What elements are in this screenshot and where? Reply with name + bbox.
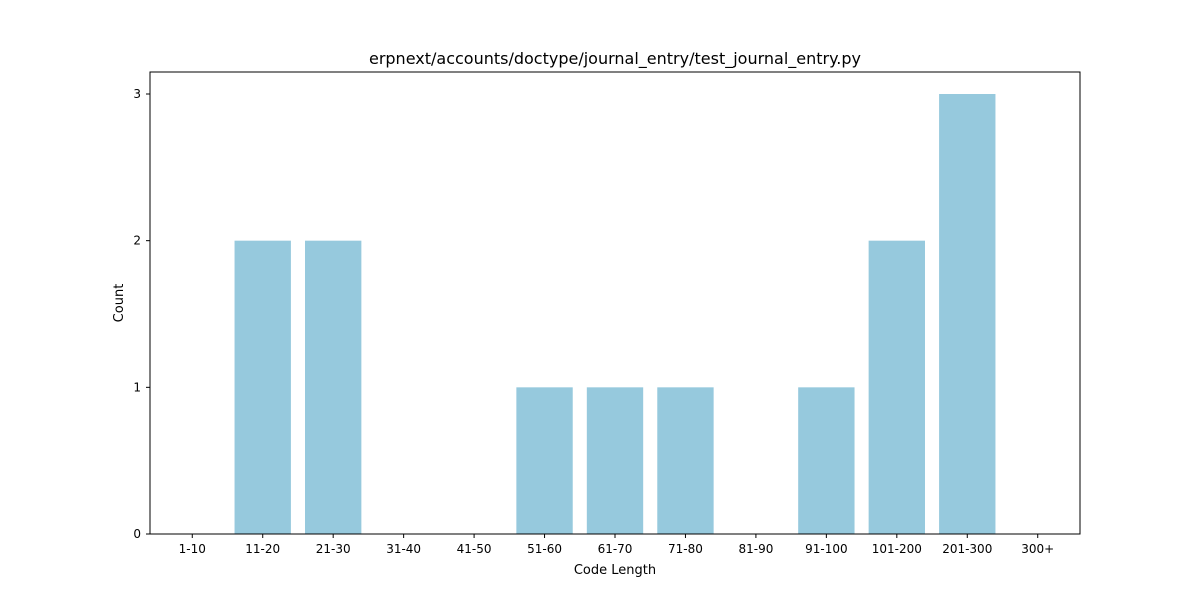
bar-71-80 [657,387,714,534]
ticks-layer: 1-10 11-20 21-30 31-40 41-50 51-60 61-70 71-80 8… [133,87,1054,556]
plot-frame [149,71,1081,535]
x-tick-label: 300+ [1021,542,1054,556]
x-tick-label: 71-80 [668,542,703,556]
bar-91-100 [798,387,855,534]
y-tick-label: 2 [133,234,141,248]
y-tick-label: 0 [133,527,141,541]
x-tick-label: 201-300 [942,542,992,556]
x-tick-label: 11-20 [245,542,280,556]
x-tick-label: 81-90 [738,542,773,556]
x-tick-label: 101-200 [872,542,922,556]
y-axis-label: Count [112,284,127,323]
bar-21-30 [305,240,362,534]
bars-layer [234,94,996,534]
x-tick-label: 41-50 [457,542,492,556]
x-axis-label: Code Length [574,563,656,578]
y-tick-label: 1 [133,380,141,394]
bar-61-70 [586,387,644,534]
x-tick-label: 61-70 [598,542,633,556]
bar-51-60 [516,387,573,534]
x-tick-label: 21-30 [316,542,351,556]
y-tick-label: 3 [133,87,141,101]
bar-101-200 [868,240,925,534]
x-tick-label: 91-100 [805,542,848,556]
x-tick-label: 1-10 [179,542,206,556]
x-tick-label: 51-60 [527,542,562,556]
bar-11-20 [234,240,291,534]
bar-201-300 [939,94,996,534]
x-tick-label: 31-40 [386,542,421,556]
chart-title: erpnext/accounts/doctype/journal_entry/t… [369,49,861,69]
